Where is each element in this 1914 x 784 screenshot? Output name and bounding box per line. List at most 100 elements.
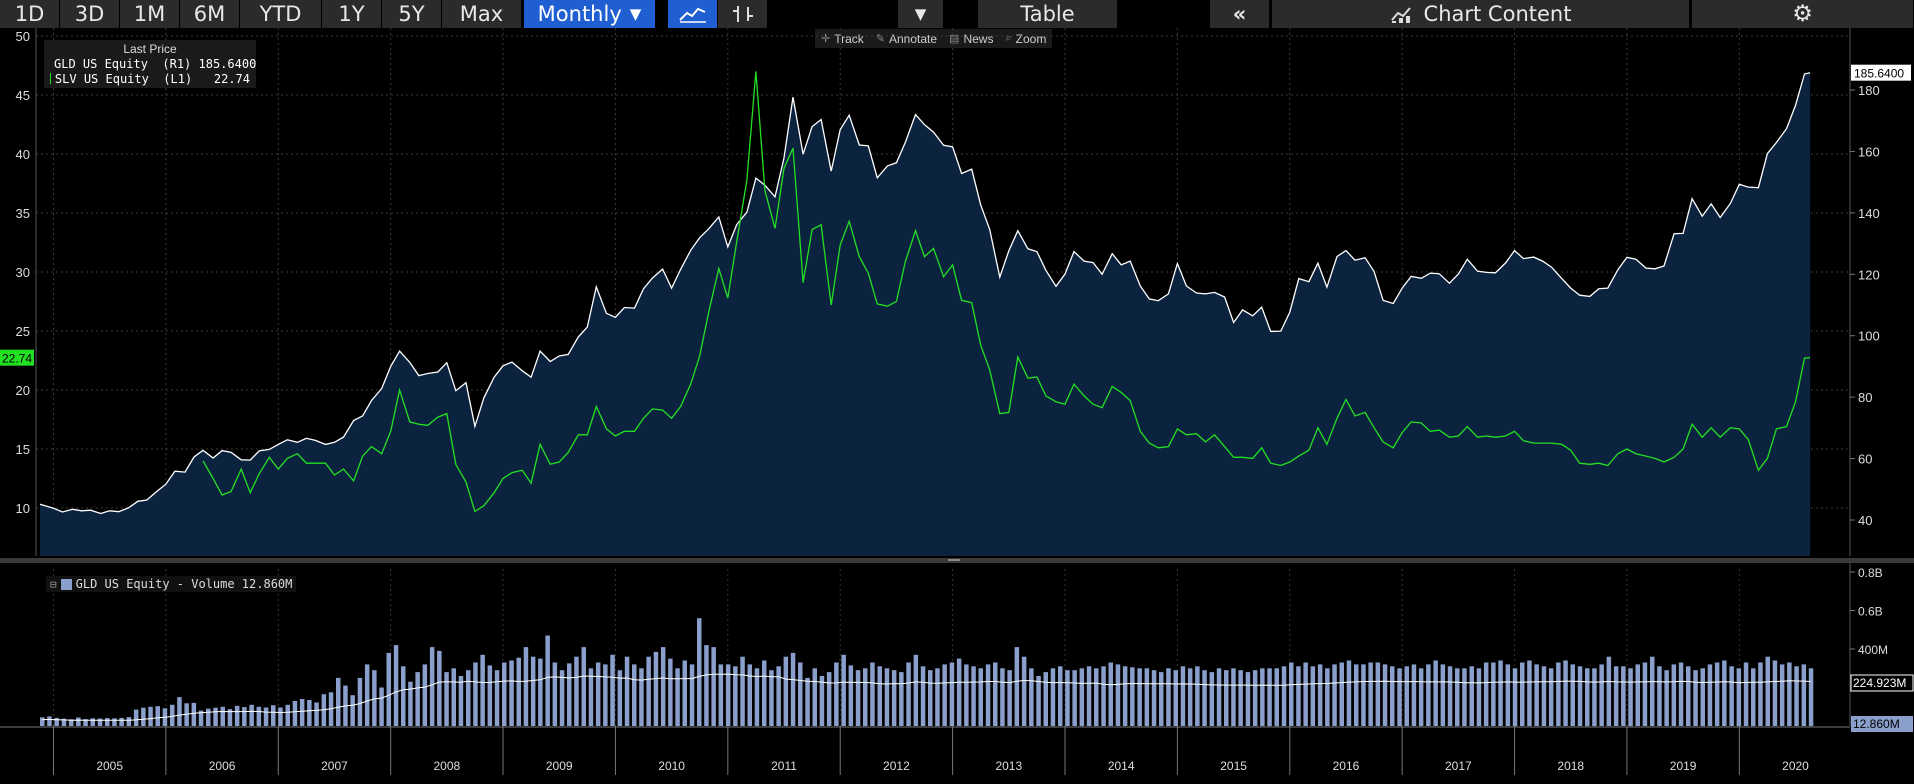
volume-bar	[819, 676, 825, 726]
volume-last-value: 12.860M	[1853, 717, 1900, 731]
chart-content-button[interactable]: Chart Content	[1272, 0, 1690, 28]
volume-bar	[675, 668, 680, 727]
volume-bar	[1195, 666, 1200, 726]
period-3d-button[interactable]: 3D	[60, 0, 120, 28]
volume-bar	[141, 707, 146, 726]
collapse-button[interactable]: «	[1210, 0, 1270, 28]
volume-bar	[805, 677, 810, 726]
volume-bar	[552, 662, 558, 726]
chart-type-dropdown[interactable]: ▼	[898, 0, 944, 28]
volume-bar	[733, 666, 738, 726]
volume-bar	[1411, 664, 1417, 726]
volume-bar	[314, 702, 319, 726]
volume-bar	[473, 662, 478, 726]
volume-bar	[1274, 668, 1279, 727]
volume-bar	[408, 681, 413, 726]
volume-bar	[1130, 667, 1135, 726]
period-6m-button[interactable]: 6M	[180, 0, 240, 28]
news-label: News	[963, 31, 994, 46]
x-tick-label: 2018	[1557, 759, 1584, 773]
crosshair-icon: ✛	[821, 33, 831, 45]
slv-line	[202, 71, 1811, 513]
volume-bar	[1065, 670, 1070, 726]
gld-last-badge: 185.6400	[1851, 64, 1911, 81]
volume-bar	[1693, 670, 1698, 726]
track-button[interactable]: ✛ Track	[821, 32, 864, 46]
volume-bar	[249, 704, 254, 726]
right-tick-label: 40	[1858, 513, 1872, 528]
volume-bar	[429, 647, 435, 726]
right-tick-label: 160	[1858, 144, 1880, 159]
volume-bar	[1238, 670, 1243, 726]
bar-chart-button[interactable]	[718, 0, 768, 28]
volume-bar	[1621, 666, 1626, 726]
volume-bar	[530, 656, 536, 726]
period-max-button[interactable]: Max	[442, 0, 522, 28]
right-tick-label: 140	[1858, 206, 1880, 221]
volume-bar	[480, 654, 485, 726]
volume-bar	[350, 695, 355, 726]
volume-bar	[1209, 672, 1215, 726]
volume-bar	[1159, 672, 1164, 726]
volume-bar	[956, 658, 962, 726]
x-tick-label: 2015	[1220, 759, 1247, 773]
volume-bar	[776, 666, 781, 726]
period-5y-button[interactable]: 5Y	[382, 0, 442, 28]
frequency-dropdown[interactable]: Monthly ▼	[524, 0, 656, 28]
gld-area	[40, 72, 1811, 556]
volume-bar	[660, 647, 666, 726]
volume-bar	[769, 670, 774, 726]
volume-bar	[1585, 668, 1590, 727]
volume-bar	[68, 719, 74, 726]
legend-item-slv[interactable]: SLV US Equity (L1) 22.74	[50, 71, 250, 86]
volume-bar	[863, 668, 868, 727]
ohlc-bar-icon	[732, 6, 753, 22]
volume-bar	[336, 677, 341, 726]
volume-bar	[1144, 668, 1150, 727]
volume-bar	[877, 666, 882, 726]
volume-bar	[1556, 662, 1561, 726]
volume-bar	[502, 662, 507, 726]
volume-bar	[1707, 664, 1713, 726]
volume-bar	[559, 670, 565, 726]
period-1y-button[interactable]: 1Y	[322, 0, 382, 28]
table-button[interactable]: Table	[978, 0, 1118, 28]
collapse-box-icon[interactable]: ⊟	[50, 577, 57, 591]
volume-bar	[639, 668, 644, 727]
line-chart-button[interactable]	[668, 0, 718, 28]
spacer	[770, 0, 798, 28]
volume-bar	[105, 718, 110, 726]
zoom-button[interactable]: ⌕ Zoom	[1005, 32, 1046, 46]
news-button[interactable]: ▤ News	[949, 32, 993, 46]
volume-bar	[40, 717, 45, 726]
volume-bar	[668, 658, 673, 726]
volume-bar	[1592, 668, 1597, 727]
period-ytd-button[interactable]: YTD	[240, 0, 322, 28]
volume-bar	[1036, 676, 1041, 726]
volume-bar	[891, 670, 897, 726]
volume-bar	[1173, 670, 1178, 726]
volume-bar	[523, 647, 529, 726]
annotate-button[interactable]: ✎ Annotate	[876, 32, 937, 46]
volume-bar	[451, 668, 456, 727]
volume-bar	[1187, 668, 1193, 727]
volume-bar	[1686, 666, 1691, 726]
zoom-label: Zoom	[1015, 31, 1047, 46]
volume-bar	[1577, 666, 1583, 726]
settings-button[interactable]: ⚙	[1692, 0, 1914, 28]
volume-bar	[1072, 670, 1077, 726]
volume-bar	[1520, 662, 1525, 726]
slv-last-badge: 22.74	[0, 349, 34, 366]
legend-item-gld[interactable]: GLD US Equity (R1) 185.6400	[50, 56, 256, 71]
volume-bar	[1267, 668, 1272, 727]
volume-bar	[155, 706, 160, 726]
period-1m-button[interactable]: 1M	[120, 0, 180, 28]
volume-bar	[899, 672, 904, 726]
volume-bar	[516, 657, 521, 726]
volume-bar	[61, 718, 67, 726]
period-1d-button[interactable]: 1D	[0, 0, 60, 28]
volume-bar	[1122, 666, 1128, 726]
volume-bar	[1801, 664, 1807, 726]
volume-tick-label: 0.8B	[1858, 566, 1883, 580]
